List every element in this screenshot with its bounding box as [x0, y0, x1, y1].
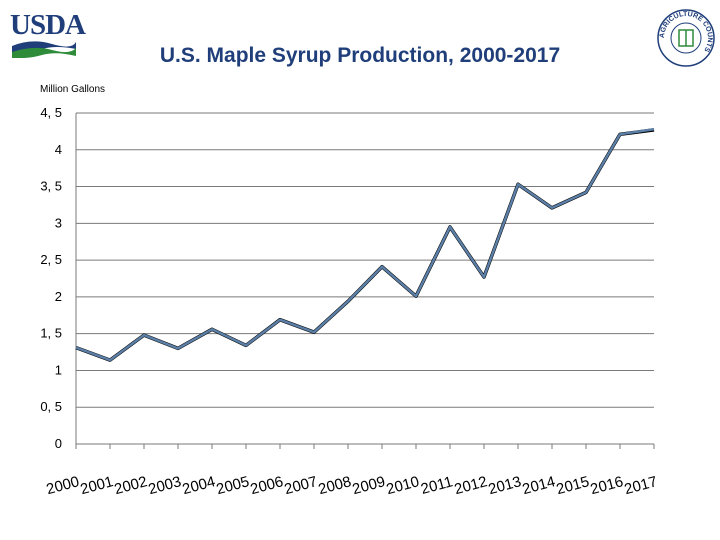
- chart-title: U.S. Maple Syrup Production, 2000-2017: [159, 44, 561, 67]
- x-tick-label: 2014: [521, 473, 558, 498]
- y-tick-label: 2: [55, 289, 62, 304]
- y-tick-label: 1, 5: [40, 326, 62, 341]
- y-tick-label: 0: [55, 436, 62, 451]
- x-tick-label: 2004: [181, 473, 218, 498]
- agriculture-counts-seal-icon: AGRICULTURE COUNTS: [657, 9, 715, 67]
- x-tick-label: 2016: [589, 473, 626, 498]
- usda-logo-swoosh-icon: [12, 41, 76, 58]
- x-tick-label: 2003: [147, 473, 184, 498]
- x-tick-label: 2012: [453, 473, 490, 498]
- series-line-2: [75, 127, 655, 362]
- y-tick-label: 4, 5: [40, 105, 62, 120]
- usda-logo: USDA: [10, 9, 86, 60]
- y-tick-label: 2, 5: [40, 252, 62, 267]
- x-tick-label: 2009: [351, 473, 388, 498]
- y-tick-label: 1: [55, 362, 62, 377]
- usda-logo-text: USDA: [10, 9, 86, 41]
- x-tick-label: 2015: [555, 473, 592, 498]
- y-tick-label: 0, 5: [40, 399, 62, 414]
- x-tick-label: 2011: [419, 473, 455, 498]
- y-axis-label: Million Gallons: [40, 84, 106, 95]
- x-tick-label: 2002: [113, 473, 150, 498]
- x-tick-label: 2010: [385, 473, 422, 498]
- y-tick-label: 3: [55, 215, 62, 230]
- x-tick-label: 2008: [317, 473, 354, 498]
- series-line-1: [75, 128, 655, 362]
- x-tick-label: 2001: [79, 473, 116, 498]
- x-tick-label: 2006: [249, 473, 286, 498]
- x-tick-label: 2005: [215, 473, 252, 498]
- x-tick-label: 2000: [45, 473, 82, 498]
- y-tick-label: 4: [55, 142, 62, 157]
- x-tick-label: 2017: [623, 473, 660, 498]
- x-tick-label: 2007: [283, 473, 320, 498]
- x-tick-label: 2013: [487, 473, 524, 498]
- y-tick-label: 3, 5: [40, 179, 62, 194]
